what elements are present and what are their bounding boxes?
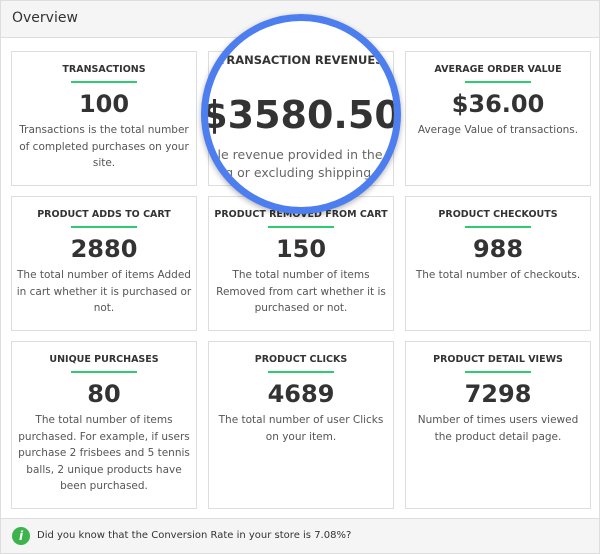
card-description: Number of times users viewed xyxy=(417,414,579,426)
card-description: not. xyxy=(93,302,115,314)
card-value: 7298 xyxy=(464,380,532,408)
card-value: 100 xyxy=(78,90,130,118)
magnified-value: $3580.50 xyxy=(201,93,401,137)
card-value: 2880 xyxy=(70,235,138,263)
header-title: Overview xyxy=(12,10,78,26)
title-underline xyxy=(71,371,137,373)
magnifier: TRANSACTION REVENUES $3580.50 tal sale rev… xyxy=(201,14,401,214)
card-description: The total number of items xyxy=(35,414,173,426)
card-description: The total number of user Clicks xyxy=(218,414,384,426)
magnified-title: TRANSACTION REVENUES xyxy=(218,53,384,67)
card-description: balls, 2 unique products have xyxy=(26,463,182,476)
metric-card: PRODUCT DETAIL VIEWS 7298 Number of times … xyxy=(405,341,591,509)
magnified-description: tal sale revenue provided in the trans xyxy=(203,147,397,162)
card-value: 988 xyxy=(472,235,524,263)
card-description: of completed purchases on your xyxy=(19,140,189,153)
metric-card: TRANSACTIONS 100 Transactions is the total… xyxy=(11,51,197,186)
card-value: $36.00 xyxy=(451,90,545,118)
title-underline xyxy=(465,81,531,83)
card-description: The total number of items Added xyxy=(17,269,191,281)
card-title: PRODUCT CLICKS xyxy=(254,354,348,365)
card-description: been purchased. xyxy=(60,480,148,492)
metric-card: PRODUCT ADDS TO CART 2880 The total number… xyxy=(11,196,197,331)
card-description: Average Value of transactions. xyxy=(417,124,579,136)
card-title: TRANSACTIONS xyxy=(62,64,146,75)
card-title: AVERAGE ORDER VALUE xyxy=(434,64,562,75)
card-description: in cart whether it is purchased or xyxy=(16,285,192,298)
info-icon: i xyxy=(12,527,30,545)
card-description: the product detail page. xyxy=(434,430,562,443)
card-description: Transactions is the total number xyxy=(19,124,189,136)
metric-card: UNIQUE PURCHASES 80 The total number of it… xyxy=(11,341,197,509)
card-description: on your item. xyxy=(265,430,337,443)
card-description: The total number of checkouts. xyxy=(415,269,581,281)
card-title: UNIQUE PURCHASES xyxy=(49,354,159,365)
metric-card: PRODUCT CLICKS 4689 The total number of us… xyxy=(208,341,394,509)
card-value: 150 xyxy=(275,235,327,263)
card-title: PRODUCT CHECKOUTS xyxy=(438,209,558,220)
footer: i Did you know that the Conversion Rate … xyxy=(1,518,599,553)
magnified-description: luding or excluding shipping and t xyxy=(201,165,401,180)
title-underline xyxy=(465,371,531,373)
card-title: PRODUCT REMOVED FROM CART xyxy=(214,209,388,220)
card-description: site. xyxy=(92,157,116,169)
card-description: The total number of items xyxy=(232,269,370,281)
title-underline xyxy=(268,226,334,228)
footer-text: Did you know that the Conversion Rate in… xyxy=(37,530,352,541)
card-title: PRODUCT ADDS TO CART xyxy=(37,209,171,220)
title-underline xyxy=(465,226,531,228)
card-value: 4689 xyxy=(267,380,335,408)
card-description: purchased. For example, if users xyxy=(18,430,190,443)
metric-card: PRODUCT REMOVED FROM CART 150 The total nu… xyxy=(208,196,394,331)
card-description: Removed from cart whether it is xyxy=(216,285,386,298)
metric-card: PRODUCT CHECKOUTS 988 The total number of … xyxy=(405,196,591,331)
metric-card: AVERAGE ORDER VALUE $36.00 Average Value o… xyxy=(405,51,591,186)
title-underline xyxy=(71,226,137,228)
title-underline xyxy=(268,371,334,373)
card-description: purchase 2 frisbees and 5 tennis xyxy=(18,447,190,459)
card-value: 80 xyxy=(87,380,121,408)
card-title: PRODUCT DETAIL VIEWS xyxy=(433,354,563,365)
title-underline xyxy=(71,81,137,83)
card-description: purchased or not. xyxy=(254,302,348,314)
